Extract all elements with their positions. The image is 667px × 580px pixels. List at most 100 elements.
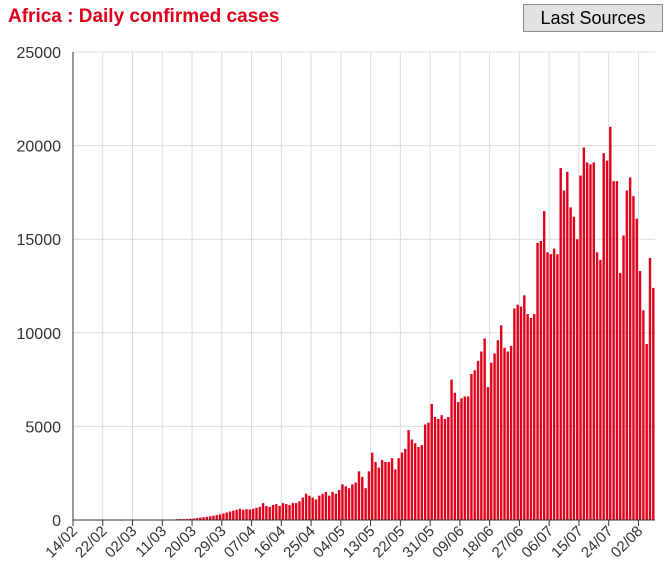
bar	[456, 402, 460, 520]
bar	[384, 461, 387, 520]
bar	[605, 160, 609, 521]
last-sources-button[interactable]: Last Sources	[523, 4, 663, 32]
bar	[314, 499, 318, 520]
bar	[460, 398, 463, 520]
x-tick-label: 09/06	[429, 523, 468, 562]
bar	[288, 505, 291, 520]
bar	[354, 482, 357, 520]
bar	[546, 252, 549, 520]
bar	[648, 257, 652, 520]
bar	[490, 362, 493, 520]
bar	[499, 325, 503, 520]
bar	[430, 403, 433, 520]
bar	[628, 177, 632, 520]
x-tick-label: 13/05	[340, 523, 379, 562]
bar	[242, 509, 245, 520]
bar	[301, 497, 304, 520]
bar	[420, 445, 424, 520]
bar	[341, 484, 344, 520]
bar	[496, 340, 500, 520]
bar	[414, 443, 417, 520]
bar	[506, 351, 509, 520]
bar	[642, 310, 645, 520]
y-tick-label: 10000	[17, 326, 62, 343]
bar	[559, 168, 562, 520]
bar	[480, 351, 483, 520]
bar	[536, 242, 539, 520]
bar	[404, 448, 407, 520]
bar	[245, 509, 248, 520]
bar	[599, 259, 602, 520]
bar	[513, 308, 516, 520]
chart-title: Africa : Daily confirmed cases	[8, 6, 280, 27]
bar	[493, 353, 496, 520]
bar	[278, 505, 281, 520]
y-tick-label: 25000	[17, 45, 62, 62]
bar	[218, 514, 222, 520]
bar	[533, 314, 536, 520]
bar	[440, 415, 443, 520]
bar	[268, 506, 271, 520]
bar	[294, 503, 298, 520]
bar	[609, 126, 612, 520]
bar	[619, 272, 622, 520]
bar	[523, 295, 526, 520]
bar	[311, 497, 314, 520]
bar	[602, 153, 605, 520]
bar	[638, 271, 642, 520]
bar	[232, 510, 235, 520]
bar	[208, 516, 212, 520]
bar	[400, 452, 404, 520]
bar	[271, 505, 275, 520]
bar	[589, 164, 592, 520]
bar	[526, 314, 529, 520]
bar	[622, 235, 625, 520]
x-tick-label: 15/07	[548, 523, 587, 562]
bar	[195, 517, 199, 520]
bar	[612, 181, 615, 520]
bar	[255, 507, 258, 520]
bar	[331, 491, 334, 520]
bar	[447, 417, 450, 520]
bar	[509, 345, 513, 520]
bar	[625, 190, 629, 520]
x-tick-label: 27/06	[489, 523, 528, 562]
bar	[225, 512, 228, 520]
bar	[473, 370, 476, 520]
x-tick-label: 22/02	[72, 523, 111, 562]
bar	[417, 446, 420, 520]
bar	[347, 488, 351, 520]
bar	[397, 458, 400, 520]
bar	[516, 304, 519, 520]
bar	[592, 162, 595, 520]
bar	[595, 252, 599, 520]
bar	[579, 175, 582, 520]
bar	[519, 306, 523, 520]
bar	[324, 491, 328, 520]
bar	[394, 469, 397, 520]
bar	[258, 506, 261, 520]
bar	[361, 476, 364, 520]
bar	[380, 460, 384, 520]
bar	[298, 501, 301, 520]
x-tick-label: 06/07	[518, 523, 557, 562]
x-tick-label: 29/03	[191, 523, 230, 562]
bar	[199, 517, 202, 520]
bar	[238, 508, 242, 520]
bar	[466, 396, 470, 520]
bar	[321, 493, 324, 520]
x-tick-label: 02/03	[102, 523, 141, 562]
x-tick-label: 14/02	[42, 523, 81, 562]
bar	[503, 347, 506, 520]
bar	[374, 461, 377, 520]
bar	[351, 484, 354, 520]
bar	[585, 162, 589, 520]
bar	[222, 513, 225, 520]
bar	[483, 338, 486, 520]
bar	[304, 493, 308, 520]
bar	[549, 254, 552, 520]
bar	[334, 493, 338, 520]
bar	[205, 516, 209, 520]
bar	[463, 396, 467, 520]
bar	[542, 211, 546, 520]
